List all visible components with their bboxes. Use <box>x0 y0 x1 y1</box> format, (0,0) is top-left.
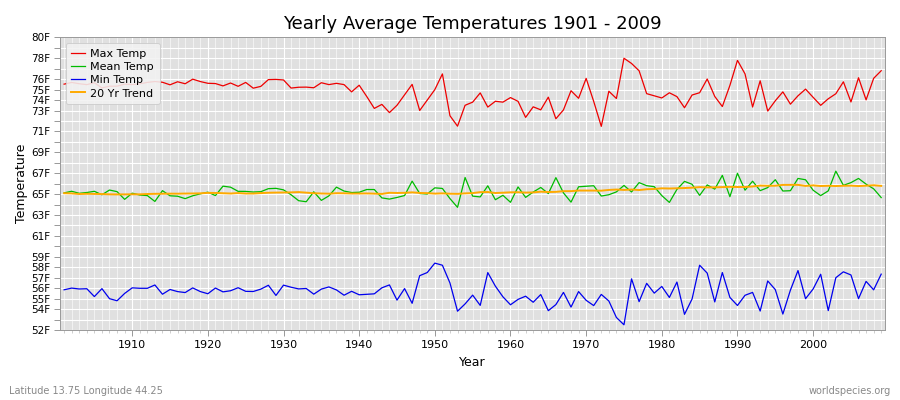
Text: worldspecies.org: worldspecies.org <box>809 386 891 396</box>
Min Temp <box>505 302 516 307</box>
Min Temp <box>429 261 440 266</box>
Text: Latitude 13.75 Longitude 44.25: Latitude 13.75 Longitude 44.25 <box>9 386 163 396</box>
Max Temp <box>603 89 614 94</box>
Min Temp <box>331 288 342 292</box>
Max Temp <box>285 86 296 90</box>
Line: Max Temp: Max Temp <box>64 58 881 126</box>
20 Yr Trend <box>505 190 516 195</box>
Line: Mean Temp: Mean Temp <box>64 171 881 207</box>
20 Yr Trend <box>112 192 122 197</box>
Min Temp <box>285 285 296 290</box>
Min Temp <box>513 297 524 302</box>
Mean Temp <box>452 205 463 210</box>
20 Yr Trend <box>513 190 524 195</box>
Mean Temp <box>831 169 842 174</box>
20 Yr Trend <box>127 192 138 197</box>
Mean Temp <box>285 192 296 197</box>
X-axis label: Year: Year <box>459 356 486 369</box>
20 Yr Trend <box>603 188 614 192</box>
Max Temp <box>498 100 508 104</box>
Min Temp <box>618 322 629 327</box>
20 Yr Trend <box>793 182 804 187</box>
20 Yr Trend <box>876 184 886 188</box>
Max Temp <box>331 81 342 86</box>
Min Temp <box>58 287 69 292</box>
Max Temp <box>596 124 607 129</box>
Max Temp <box>876 68 886 73</box>
20 Yr Trend <box>58 191 69 196</box>
Mean Temp <box>331 185 342 190</box>
20 Yr Trend <box>338 191 349 196</box>
Max Temp <box>505 95 516 100</box>
Min Temp <box>119 291 130 296</box>
Mean Temp <box>603 192 614 197</box>
Line: Min Temp: Min Temp <box>64 263 881 325</box>
Mean Temp <box>119 197 130 202</box>
Mean Temp <box>58 190 69 195</box>
Max Temp <box>618 56 629 61</box>
Min Temp <box>603 299 614 304</box>
Y-axis label: Temperature: Temperature <box>15 144 28 223</box>
Mean Temp <box>513 184 524 189</box>
Mean Temp <box>876 195 886 200</box>
Max Temp <box>119 82 130 86</box>
Line: 20 Yr Trend: 20 Yr Trend <box>64 185 881 194</box>
Max Temp <box>58 82 69 86</box>
Min Temp <box>876 272 886 276</box>
20 Yr Trend <box>293 190 304 194</box>
Title: Yearly Average Temperatures 1901 - 2009: Yearly Average Temperatures 1901 - 2009 <box>284 15 662 33</box>
Mean Temp <box>505 200 516 205</box>
Legend: Max Temp, Mean Temp, Min Temp, 20 Yr Trend: Max Temp, Mean Temp, Min Temp, 20 Yr Tre… <box>66 43 159 104</box>
